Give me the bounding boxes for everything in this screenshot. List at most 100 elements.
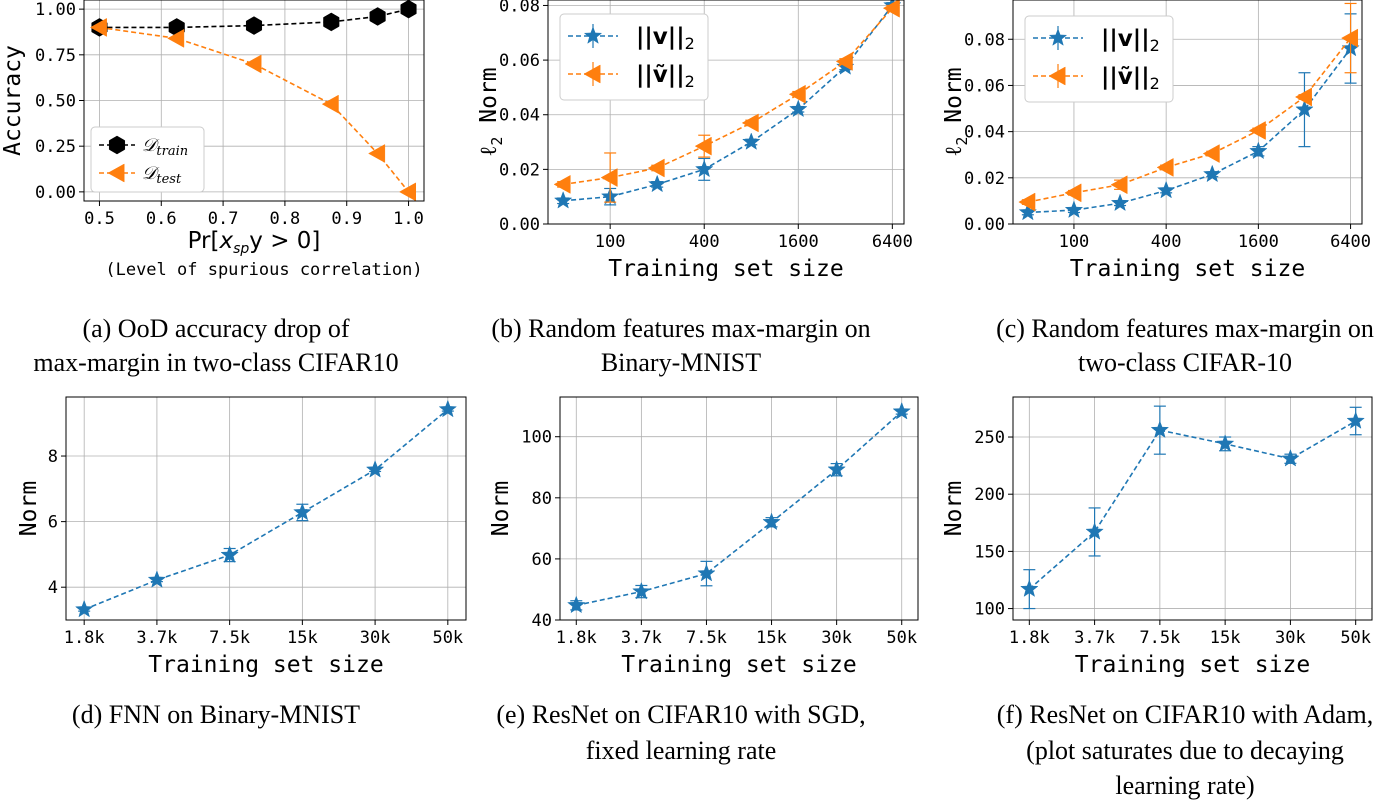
data-point (553, 174, 571, 194)
legend-label: 𝒟test (142, 163, 182, 187)
data-point (600, 168, 618, 187)
caption-line: (d) FNN on Binary-MNIST (72, 700, 360, 729)
x-tick-label: 50k (1340, 628, 1371, 648)
plot-frame (1012, 0, 1363, 225)
y-tick-label: 1.00 (35, 0, 76, 20)
caption-line: (c) Random features max-margin on (996, 314, 1374, 343)
x-tick-label: 15k (287, 628, 318, 648)
data-point (1020, 579, 1039, 597)
data-point (892, 401, 911, 420)
series-a-0 (91, 0, 417, 37)
x-axis-label: Training set size (148, 652, 383, 678)
x-axis-label: Training set size (608, 256, 843, 282)
data-point (835, 52, 853, 71)
y-tick-label: 80 (532, 489, 552, 509)
caption-line: Binary-MNIST (601, 348, 761, 377)
data-point (742, 132, 761, 150)
y-tick-label: 250 (974, 428, 1005, 448)
data-point (1294, 87, 1312, 107)
data-point (1110, 193, 1130, 212)
y-axis-label: ℓ2 Norm (476, 67, 506, 156)
series-line (1028, 420, 1357, 590)
y-axis-label: Norm (488, 481, 514, 536)
x-tick-label: 100 (1059, 232, 1090, 252)
data-point (647, 174, 667, 193)
series-b-1 (553, 0, 900, 203)
x-tick-label: 0.9 (331, 209, 362, 229)
data-point (789, 99, 808, 118)
legend-marker (583, 64, 601, 84)
data-point (368, 144, 386, 163)
y-tick-label: 4 (48, 578, 58, 598)
x-tick-label: 7.5k (1139, 628, 1180, 648)
data-point (1346, 411, 1365, 429)
x-tick-label: 400 (1151, 232, 1182, 252)
series-line (1027, 48, 1352, 214)
series-c-1 (1018, 2, 1359, 212)
data-point (1110, 175, 1128, 195)
x-axis-sublabel: (Level of spurious correlation) (105, 260, 422, 280)
x-tick-label: 50k (432, 628, 463, 648)
data-point (244, 54, 262, 74)
legend-label: ||ṽ||2 (1101, 64, 1160, 93)
y-tick-label: 6 (48, 513, 58, 533)
x-axis-label: Training set size (621, 652, 856, 678)
data-point (694, 159, 714, 178)
data-point (1249, 141, 1268, 160)
data-point (167, 28, 185, 48)
chart-e: 1.8k 3.7k 7.5k 15k 30k 50k 40 60 80 100 Norm Traini… (488, 396, 919, 765)
legend-marker (1048, 28, 1068, 46)
y-tick-label: 150 (974, 542, 1005, 562)
y-tick-label: 0.08 (499, 0, 540, 16)
x-tick-label: 0.5 (84, 209, 115, 229)
x-tick-label: 400 (689, 232, 720, 252)
data-point (1202, 144, 1220, 163)
chart-c: 100 400 1600 6400 0.00 0.02 0.04 0.06 0.08 ℓ2 Nor… (941, 0, 1374, 377)
y-tick-label: 60 (532, 550, 552, 570)
data-point (788, 84, 806, 104)
x-tick-label: 1.8k (1009, 628, 1050, 648)
y-tick-label: 0.04 (499, 106, 540, 126)
data-point (74, 599, 94, 618)
y-tick-label: 0.50 (35, 92, 76, 112)
x-tick-label: 0.8 (270, 209, 301, 229)
series-f-0 (1020, 405, 1365, 610)
y-tick-label: 0.08 (964, 30, 1005, 50)
series-line (576, 411, 903, 607)
data-point (1295, 99, 1314, 118)
x-tick-label: 30k (1275, 628, 1306, 648)
legend: ||v||2 ||ṽ||2 (1024, 15, 1174, 103)
data-point (147, 570, 167, 588)
data-point (1248, 121, 1266, 140)
plot-frame (1012, 396, 1373, 621)
x-tick-label: 7.5k (686, 628, 727, 648)
y-tick-label: 8 (48, 447, 58, 467)
data-point (365, 460, 385, 478)
y-tick-label: 0.00 (35, 183, 76, 203)
y-tick-label: 100 (974, 600, 1005, 620)
x-tick-label: 15k (1210, 628, 1241, 648)
chart-b: 100 400 1600 6400 0.00 0.02 0.04 0.06 0.08 ℓ2 Nor… (476, 0, 913, 377)
data-point (762, 512, 781, 531)
caption-line: (f) ResNet on CIFAR10 with Adam, (997, 700, 1374, 729)
y-tick-label: 0.00 (964, 215, 1005, 235)
data-point (245, 16, 263, 35)
x-tick-label: 6400 (1330, 232, 1371, 252)
y-axis-label: Norm (16, 481, 42, 536)
x-tick-label: 15k (756, 628, 787, 648)
caption-line: (a) OoD accuracy drop of (82, 314, 349, 343)
data-point (647, 158, 665, 178)
caption-line: two-class CIFAR-10 (1078, 348, 1292, 377)
data-point (400, 0, 417, 19)
legend-label: ||v||2 (1101, 26, 1160, 55)
plot-frame (65, 396, 467, 621)
caption-line: fixed learning rate (586, 736, 777, 765)
data-point (567, 595, 586, 614)
x-tick-label: 30k (360, 628, 391, 648)
caption-line: (e) ResNet on CIFAR10 with SGD, (496, 700, 865, 729)
legend: 𝒟train 𝒟test (90, 126, 205, 193)
y-tick-label: 100 (521, 428, 552, 448)
data-point (694, 136, 712, 156)
y-tick-label: 40 (532, 611, 552, 631)
